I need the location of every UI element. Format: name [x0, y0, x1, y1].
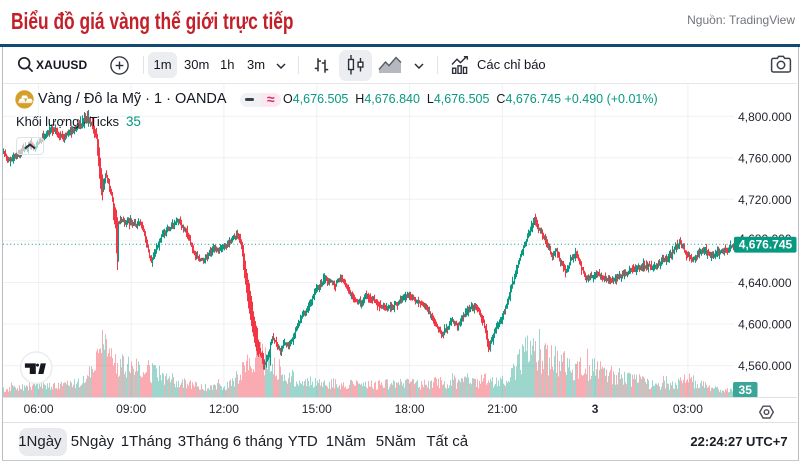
svg-text:35: 35	[739, 383, 753, 397]
svg-text:4,560.000: 4,560.000	[738, 359, 792, 373]
svg-text:4,760.000: 4,760.000	[738, 151, 792, 165]
svg-text:18:00: 18:00	[395, 402, 425, 416]
svg-text:4,800.000: 4,800.000	[738, 110, 792, 124]
svg-text:3: 3	[592, 402, 599, 416]
svg-text:12:00: 12:00	[209, 402, 239, 416]
svg-text:15:00: 15:00	[302, 402, 332, 416]
svg-text:4,640.000: 4,640.000	[738, 276, 792, 290]
svg-text:4,720.000: 4,720.000	[738, 193, 792, 207]
svg-text:03:00: 03:00	[673, 402, 703, 416]
svg-text:4,600.000: 4,600.000	[738, 318, 792, 332]
svg-text:4,676.745: 4,676.745	[739, 238, 793, 252]
svg-text:09:00: 09:00	[116, 402, 146, 416]
svg-text:06:00: 06:00	[24, 402, 54, 416]
svg-text:21:00: 21:00	[487, 402, 517, 416]
